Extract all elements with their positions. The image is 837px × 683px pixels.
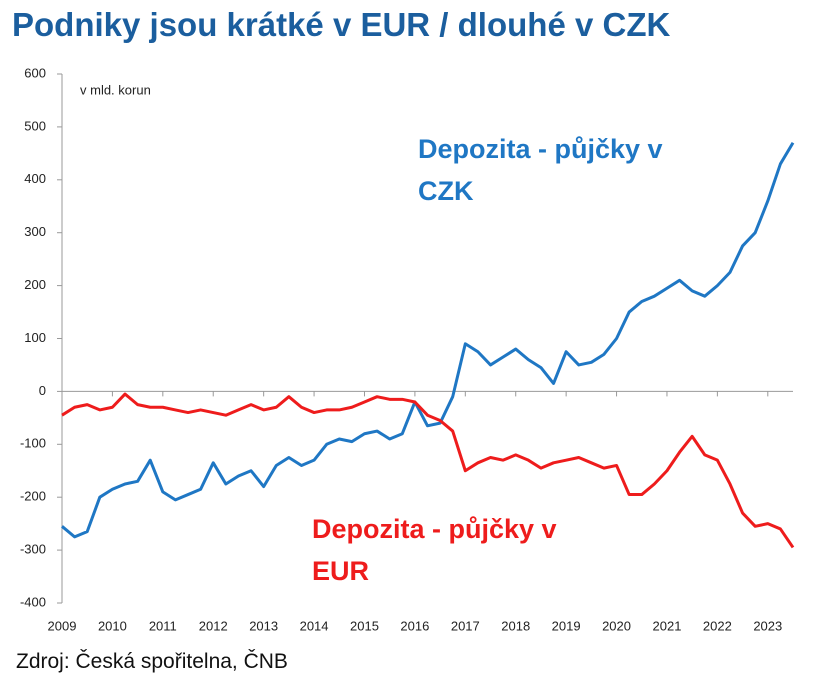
x-tick-label: 2010 xyxy=(98,618,127,633)
y-tick-label: 0 xyxy=(39,383,46,398)
series-label: Depozita - půjčky v CZK xyxy=(418,134,663,206)
x-tick-label: 2011 xyxy=(149,618,177,633)
series-line xyxy=(61,392,795,549)
y-tick-label: 600 xyxy=(24,65,46,80)
source-note: Zdroj: Česká spořitelna, ČNB xyxy=(16,650,288,673)
x-tick-label: 2018 xyxy=(501,618,530,633)
y-tick-label: -100 xyxy=(20,436,46,451)
y-tick-label: -400 xyxy=(20,594,46,609)
page-title: Podniky jsou krátké v EUR / dlouhé v CZK xyxy=(12,6,671,43)
y-tick-label: 400 xyxy=(24,171,46,186)
x-tick-label: 2014 xyxy=(300,618,329,633)
chart: -400 -300 -200 -100 0 100 200 300 400 500 600 2009 2… xyxy=(20,65,795,633)
y-tick-label: 300 xyxy=(24,224,46,239)
x-tick-label: 2015 xyxy=(350,618,379,633)
y-tick-label: 100 xyxy=(24,330,46,345)
y-tick-label: 200 xyxy=(24,277,46,292)
series-label: Depozita - půjčky v EUR xyxy=(312,514,557,586)
x-tick-label: 2019 xyxy=(552,618,581,633)
y-tick-label: -200 xyxy=(20,489,46,504)
x-tick-label: 2009 xyxy=(48,618,77,633)
x-tick-label: 2021 xyxy=(653,618,682,633)
x-tick-label: 2016 xyxy=(400,618,429,633)
y-axis-label: v mld. korun xyxy=(80,82,151,97)
x-tick-label: 2022 xyxy=(703,618,732,633)
x-tick-label: 2020 xyxy=(602,618,631,633)
y-tick-label: -300 xyxy=(20,542,46,557)
y-tick-label: 500 xyxy=(24,118,46,133)
x-tick-label: 2013 xyxy=(249,618,278,633)
x-tick-label: 2023 xyxy=(753,618,782,633)
x-tick-label: 2012 xyxy=(199,618,228,633)
x-tick-label: 2017 xyxy=(451,618,480,633)
series-line xyxy=(61,142,795,539)
